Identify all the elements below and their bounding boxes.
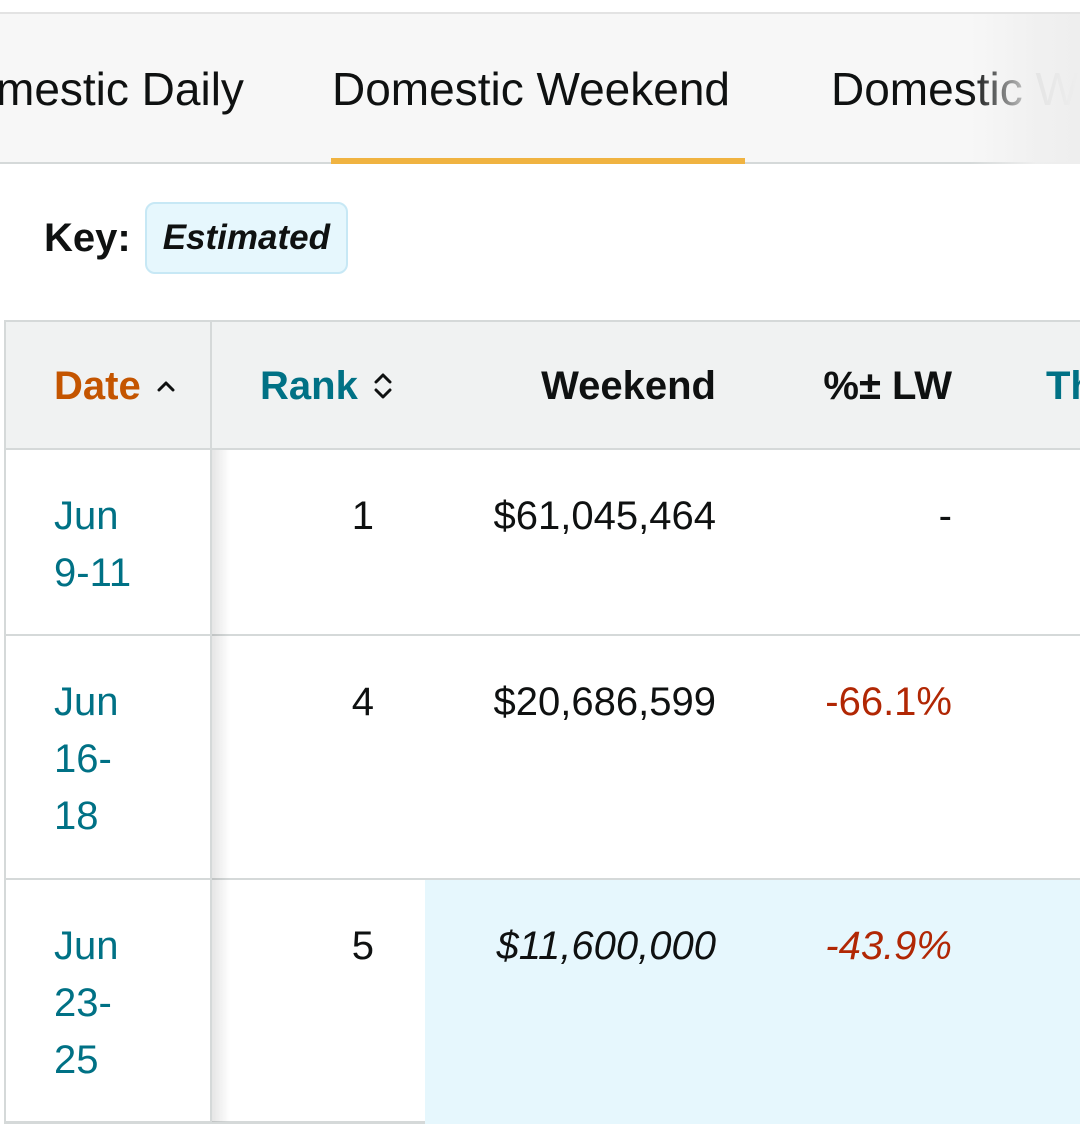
date-line: 23-: [54, 981, 112, 1025]
date-line: 25: [54, 1038, 99, 1082]
sort-updown-icon: [372, 369, 394, 403]
column-header-pct-lw[interactable]: %± LW: [823, 363, 952, 408]
column-header-theaters[interactable]: Th: [1046, 363, 1080, 408]
table-header: Date Rank Weekend %± LW Th: [6, 322, 1080, 450]
date-link[interactable]: Jun 16- 18: [54, 674, 174, 845]
key-label: Key:: [44, 215, 131, 260]
weekend-table: Date Rank Weekend %± LW Th Jun 9-11 1 $6…: [4, 320, 1080, 1124]
table-row: Jun 9-11 1 $61,045,464 -: [6, 450, 1080, 636]
date-line: Jun: [54, 924, 119, 968]
pct-lw-cell: -43.9%: [825, 924, 952, 968]
column-header-date-label: Date: [54, 363, 141, 408]
tab-domestic-weekend[interactable]: Domestic Weekend: [332, 63, 730, 115]
tab-scroll-fade: [970, 14, 1080, 164]
column-header-weekend[interactable]: Weekend: [541, 363, 716, 408]
rank-cell: 4: [351, 680, 374, 724]
date-line: Jun: [54, 680, 119, 724]
tab-domestic-daily[interactable]: mestic Daily: [0, 63, 244, 115]
date-line: 9-11: [54, 551, 132, 595]
chevron-up-icon: [155, 378, 177, 394]
date-line: 18: [54, 794, 99, 838]
date-line: Jun: [54, 494, 119, 538]
table-row-estimated: Jun 23- 25 5 $11,600,000 -43.9%: [6, 880, 1080, 1124]
estimated-badge: Estimated: [144, 202, 348, 274]
weekend-gross-cell: $11,600,000: [496, 924, 716, 968]
key-legend: Key: Estimated: [44, 200, 348, 276]
tab-bar: mestic Daily Domestic Weekend Domestic W: [0, 12, 1080, 164]
sticky-column-shadow: [212, 450, 230, 1122]
column-header-rank-label: Rank: [260, 363, 358, 408]
active-tab-indicator: [331, 158, 745, 164]
weekend-gross-cell: $20,686,599: [493, 680, 716, 724]
date-link[interactable]: Jun 23- 25: [54, 918, 174, 1089]
sticky-column-divider: [210, 322, 212, 1124]
date-link[interactable]: Jun 9-11: [54, 488, 174, 602]
rank-cell: 1: [351, 494, 374, 538]
column-header-date[interactable]: Date: [54, 322, 177, 450]
column-header-rank[interactable]: Rank: [260, 322, 394, 450]
rank-cell: 5: [351, 924, 374, 968]
estimated-highlight: [425, 880, 1080, 1124]
pct-lw-cell: -: [938, 494, 952, 538]
date-line: 16-: [54, 737, 112, 781]
table-row: Jun 16- 18 4 $20,686,599 -66.1%: [6, 636, 1080, 880]
weekend-gross-cell: $61,045,464: [493, 494, 716, 538]
pct-lw-cell: -66.1%: [825, 680, 952, 724]
